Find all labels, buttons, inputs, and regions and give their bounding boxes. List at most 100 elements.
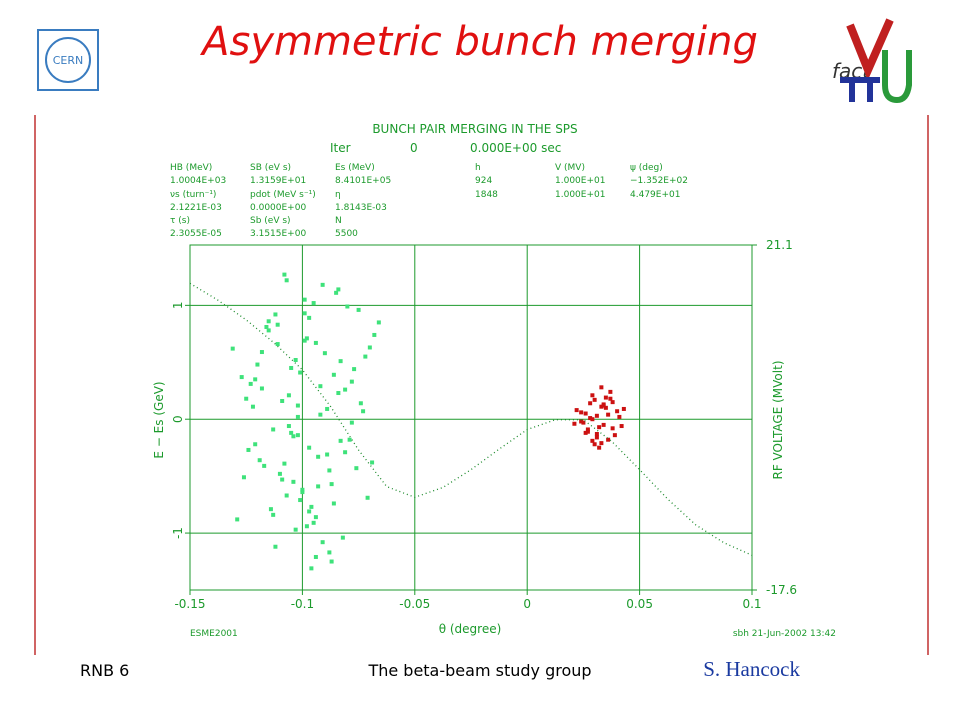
data-point	[266, 319, 271, 324]
data-point	[259, 350, 264, 355]
parameter-cell: 3.1515E+00	[250, 229, 306, 239]
data-point	[322, 351, 327, 356]
data-point	[594, 432, 599, 437]
parameter-cell: 2.3055E-05	[170, 229, 222, 239]
y-tick-label: 0	[171, 415, 185, 423]
data-point	[295, 414, 300, 419]
data-point	[239, 375, 244, 380]
data-point	[585, 429, 590, 434]
y-tick-label: 1	[171, 302, 185, 310]
data-point	[329, 559, 334, 564]
data-point	[300, 487, 305, 492]
data-point	[356, 307, 361, 312]
data-point	[282, 461, 287, 466]
data-point	[590, 438, 595, 443]
data-point	[619, 424, 624, 429]
data-point	[608, 396, 613, 401]
data-point	[601, 403, 606, 408]
data-point	[318, 384, 323, 389]
logo-mu	[882, 50, 912, 104]
data-point	[612, 433, 617, 438]
data-point	[594, 413, 599, 418]
data-point	[275, 322, 280, 327]
data-point	[284, 278, 289, 283]
data-point	[610, 426, 615, 431]
logo-frame	[37, 29, 99, 91]
parameter-cell: −1.352E+02	[630, 176, 688, 186]
data-point	[302, 311, 307, 316]
data-point	[599, 385, 604, 390]
footer-center: The beta-beam study group	[367, 661, 591, 680]
data-point	[370, 460, 375, 465]
data-point	[250, 404, 255, 409]
data-point	[572, 421, 577, 426]
parameter-cell: 0.0000E+00	[250, 203, 306, 213]
data-point	[309, 566, 314, 571]
parameter-cell: νs (turn⁻¹)	[170, 190, 216, 200]
data-point	[316, 484, 321, 489]
data-point	[615, 409, 620, 414]
data-point	[266, 328, 271, 333]
data-point	[579, 419, 584, 424]
data-point	[354, 466, 359, 471]
x-tick-label: 0.05	[626, 597, 653, 611]
data-point	[275, 342, 280, 347]
parameter-cell: 2.1221E-03	[170, 203, 222, 213]
data-point	[329, 482, 334, 487]
data-point	[610, 400, 615, 405]
parameter-cell: V (MV)	[555, 163, 585, 173]
data-point	[230, 346, 235, 351]
data-point	[352, 367, 357, 372]
data-point	[293, 527, 298, 532]
data-point	[253, 377, 258, 382]
data-point	[273, 312, 278, 317]
data-point	[248, 381, 253, 386]
data-point	[295, 433, 300, 438]
data-point	[585, 427, 590, 432]
data-point	[581, 420, 586, 425]
data-point	[599, 404, 604, 409]
data-point	[271, 512, 276, 517]
data-point	[363, 354, 368, 359]
data-point	[241, 475, 246, 480]
y2-tick-label: -17.6	[766, 583, 797, 597]
parameter-cell: 1.000E+01	[555, 176, 605, 186]
data-point	[273, 544, 278, 549]
data-point	[286, 424, 291, 429]
data-point	[282, 272, 287, 277]
data-point	[268, 507, 273, 512]
data-point	[361, 409, 366, 414]
data-point	[588, 401, 593, 406]
data-point	[597, 425, 602, 430]
parameter-cell: 1.000E+01	[555, 190, 605, 200]
chart-title: BUNCH PAIR MERGING IN THE SPS	[372, 122, 577, 136]
data-point	[338, 359, 343, 364]
parameter-cell: N	[335, 216, 342, 226]
data-point	[608, 389, 613, 394]
data-point	[304, 524, 309, 529]
data-point	[588, 416, 593, 421]
parameter-cell: 924	[475, 176, 492, 186]
data-point	[309, 504, 314, 509]
parameter-cell: 4.479E+01	[630, 190, 680, 200]
data-point	[603, 405, 608, 410]
logo-pi	[840, 77, 880, 102]
data-point	[331, 372, 336, 377]
data-point	[343, 387, 348, 392]
data-point	[347, 437, 352, 442]
data-point	[313, 340, 318, 345]
data-point	[325, 452, 330, 457]
data-point	[307, 315, 312, 320]
data-point	[280, 477, 285, 482]
data-point	[320, 540, 325, 545]
data-point	[599, 441, 604, 446]
data-point	[307, 509, 312, 514]
data-point	[621, 406, 626, 411]
data-point	[255, 362, 260, 367]
data-point	[592, 442, 597, 447]
parameter-cell: SB (eV s)	[250, 163, 291, 173]
data-point	[349, 379, 354, 384]
data-point	[574, 408, 579, 413]
x-tick-label: 0.1	[742, 597, 761, 611]
